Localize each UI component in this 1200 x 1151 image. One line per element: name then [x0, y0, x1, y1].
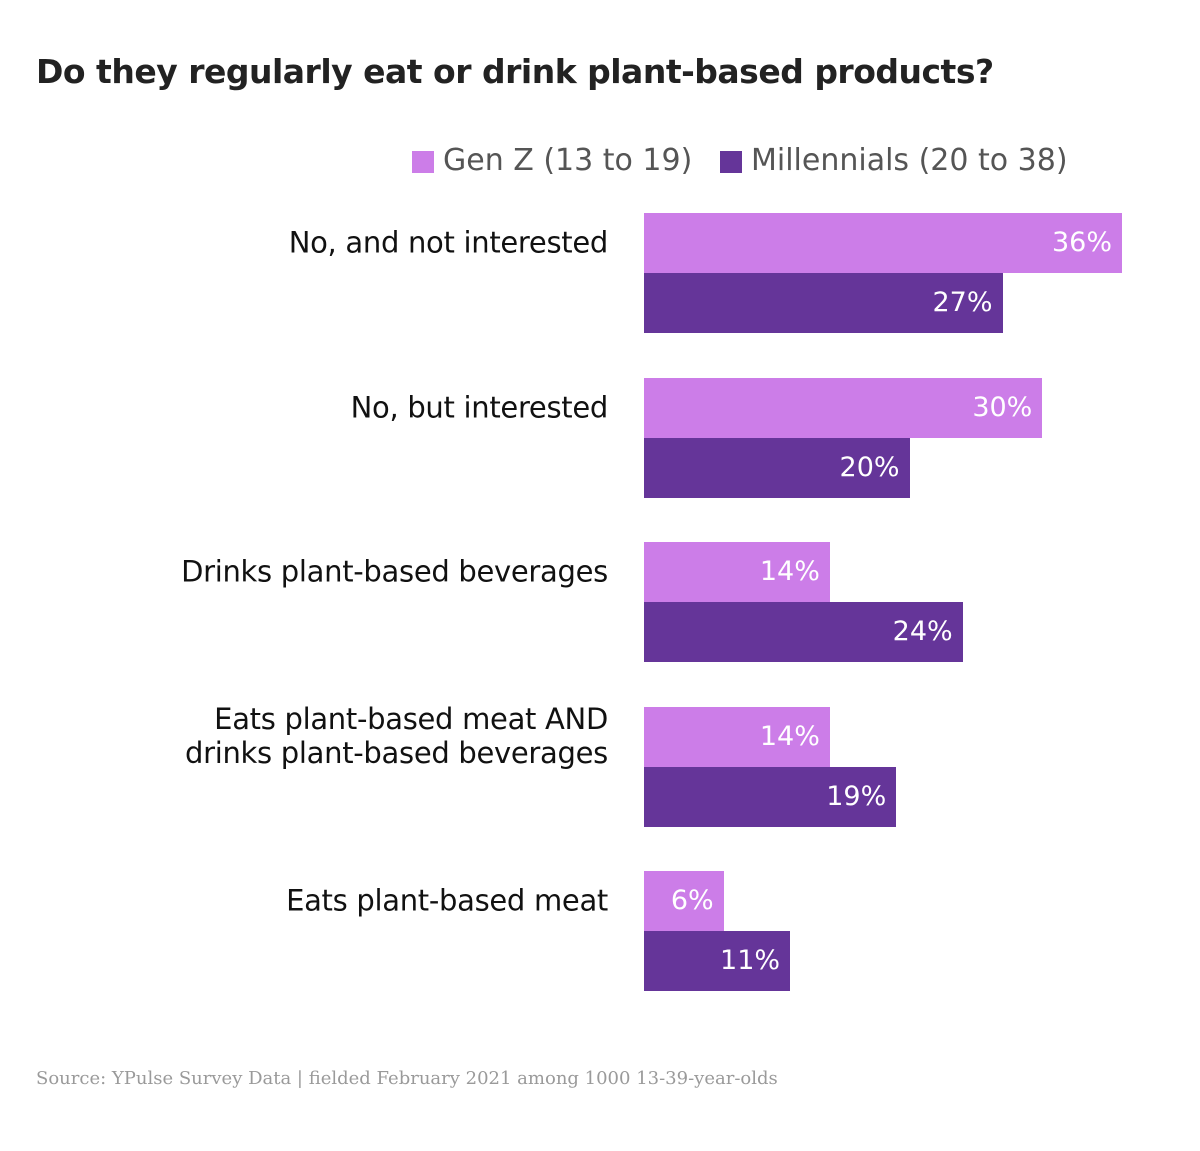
value-label: 27% [932, 287, 993, 318]
value-label: 30% [972, 391, 1033, 423]
category-label: Drinks plant-based beverages [181, 554, 608, 589]
bar [644, 871, 724, 931]
bar [644, 706, 830, 767]
value-label: 36% [1051, 227, 1112, 258]
bar [644, 273, 1003, 333]
value-label: 11% [720, 945, 781, 976]
value-label: 14% [759, 720, 820, 752]
bar [644, 437, 910, 498]
value-label: 24% [892, 616, 953, 647]
legend-swatch [412, 151, 434, 173]
value-label: 14% [759, 556, 820, 587]
bar [644, 931, 791, 991]
bar [644, 602, 963, 662]
legend-label: Gen Z (13 to 19) [443, 143, 693, 178]
category-label: Eats plant-based meat AND drinks plant-b… [184, 701, 608, 771]
bar [644, 542, 830, 602]
category-label: No, but interested [350, 390, 609, 425]
category-label: No, and not interested [288, 225, 609, 260]
category-label: Eats plant-based meat [286, 883, 608, 918]
value-label: 20% [839, 451, 900, 483]
bar [644, 377, 1043, 438]
chart-title: Do they regularly eat or drink plant-bas… [36, 52, 994, 91]
legend-swatch [720, 151, 742, 173]
bar [644, 213, 1122, 273]
legend-label: Millennials (20 to 38) [751, 143, 1068, 178]
source: Source: YPulse Survey Data | fielded Feb… [36, 1068, 778, 1089]
value-label: 19% [826, 780, 887, 812]
value-label: 6% [670, 885, 714, 916]
bar [644, 766, 897, 827]
